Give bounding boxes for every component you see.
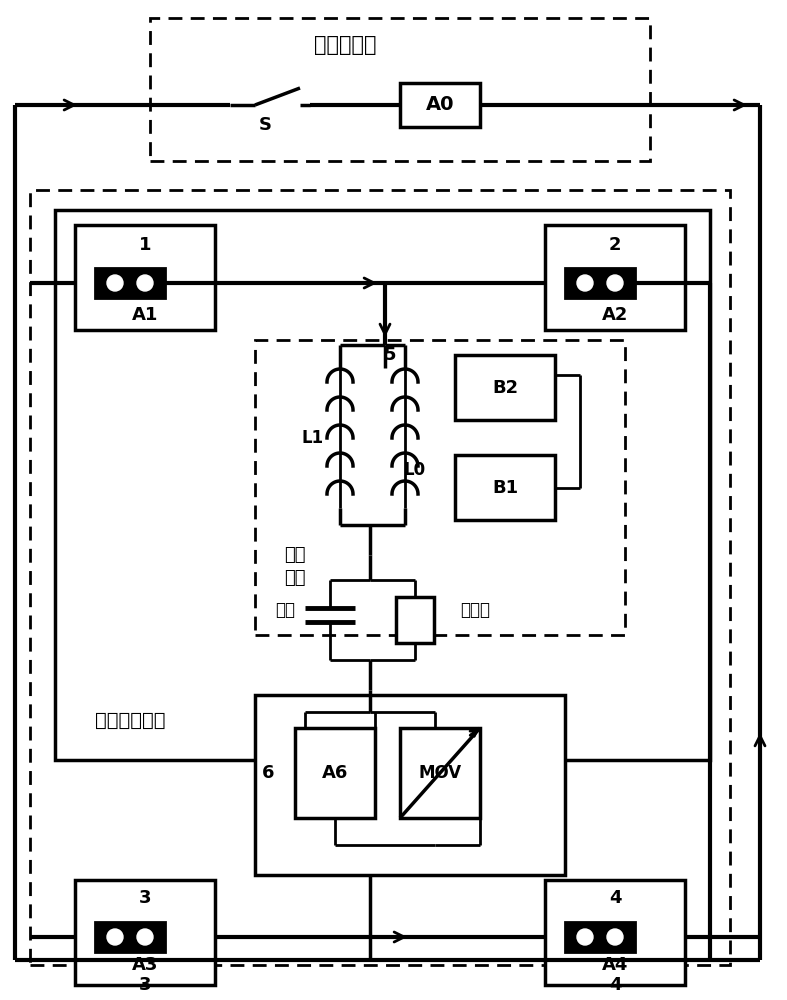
Text: 2: 2 [609,236,621,254]
Text: MOV: MOV [419,764,461,782]
Circle shape [577,929,593,945]
Circle shape [107,275,123,291]
Text: 转移电流电路: 转移电流电路 [95,710,165,730]
Bar [455,355,555,420]
Bar [75,880,215,985]
Bar [455,455,555,520]
Text: L1: L1 [302,429,324,447]
Text: L0: L0 [404,461,426,479]
Text: S: S [258,116,272,134]
Bar [400,83,480,127]
Circle shape [577,275,593,291]
Text: 1: 1 [139,236,151,254]
Text: A1: A1 [131,306,158,324]
Text: 电阵器: 电阵器 [460,601,490,619]
Bar [95,268,165,298]
Text: 感应: 感应 [284,546,306,564]
Text: 4: 4 [609,889,621,907]
Bar [150,18,650,161]
Bar [55,210,710,760]
Text: 4: 4 [609,976,621,994]
Bar [30,190,730,965]
Text: A6: A6 [322,764,348,782]
Bar [255,695,565,875]
Text: 5: 5 [384,346,396,364]
Text: A2: A2 [602,306,628,324]
Bar [400,728,480,818]
Bar [396,597,434,643]
Bar [95,922,165,952]
Text: 3: 3 [139,976,151,994]
Text: 模块: 模块 [284,569,306,587]
Bar [255,340,625,635]
Text: 6: 6 [262,764,274,782]
Text: B1: B1 [492,479,518,497]
Bar [545,225,685,330]
Bar [295,728,375,818]
Text: A0: A0 [426,96,454,114]
Circle shape [607,275,623,291]
Bar [565,922,635,952]
Text: 3: 3 [139,889,151,907]
Text: 主电流电路: 主电流电路 [314,35,376,55]
Text: A3: A3 [131,956,158,974]
Bar [565,268,635,298]
Circle shape [137,929,153,945]
Bar [75,225,215,330]
Bar [545,880,685,985]
Circle shape [137,275,153,291]
Text: A4: A4 [602,956,628,974]
Text: 电容: 电容 [275,601,295,619]
Circle shape [607,929,623,945]
Circle shape [107,929,123,945]
Text: B2: B2 [492,379,518,397]
